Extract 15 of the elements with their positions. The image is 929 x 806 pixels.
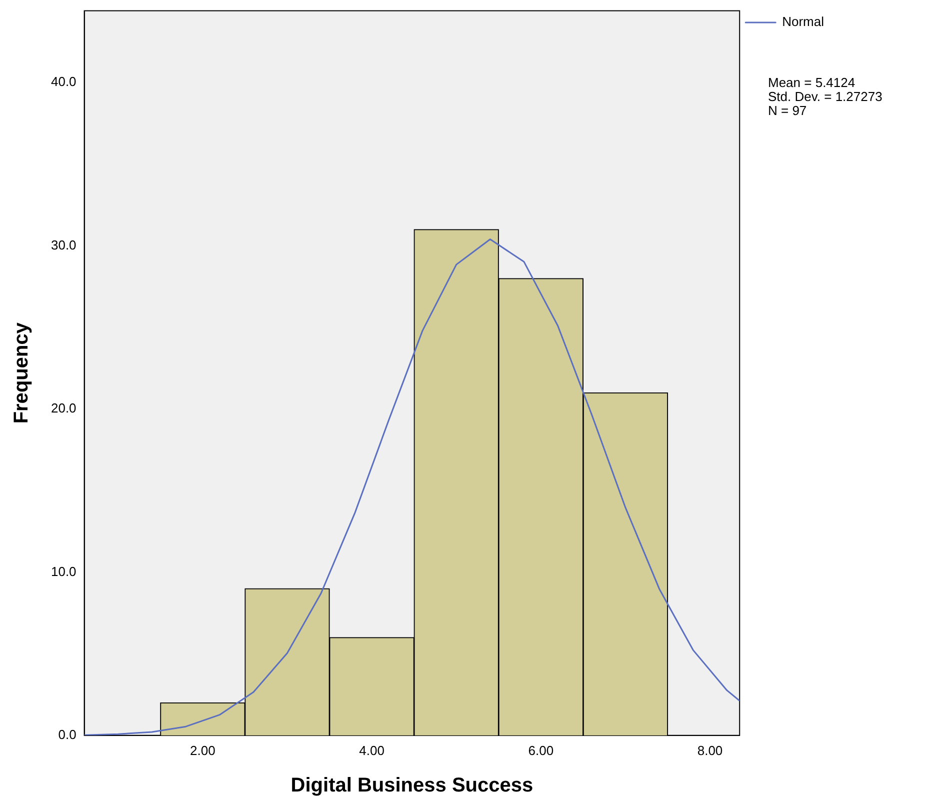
text: Mean = 5.4124 bbox=[768, 75, 856, 90]
y-axis-title: Frequency bbox=[10, 322, 33, 424]
y-tick-label: 10.0 bbox=[50, 564, 76, 579]
x-axis-title: Digital Business Success bbox=[290, 774, 534, 797]
y-tick-label: 0.0 bbox=[58, 726, 76, 742]
y-tick-label: 30.0 bbox=[50, 237, 76, 252]
y-tick-label: 20.0 bbox=[50, 400, 76, 416]
x-tick-label: 2.00 bbox=[190, 742, 216, 758]
legend-label: Normal bbox=[782, 14, 824, 30]
text: N = 97 bbox=[768, 103, 808, 118]
x-tick-label: 8.00 bbox=[697, 742, 723, 758]
x-tick-label: 4.00 bbox=[359, 742, 384, 758]
text: Std. Dev. = 1.27273 bbox=[768, 89, 882, 104]
y-tick-label: 40.0 bbox=[50, 74, 76, 90]
x-tick-label: 6.00 bbox=[528, 742, 554, 758]
